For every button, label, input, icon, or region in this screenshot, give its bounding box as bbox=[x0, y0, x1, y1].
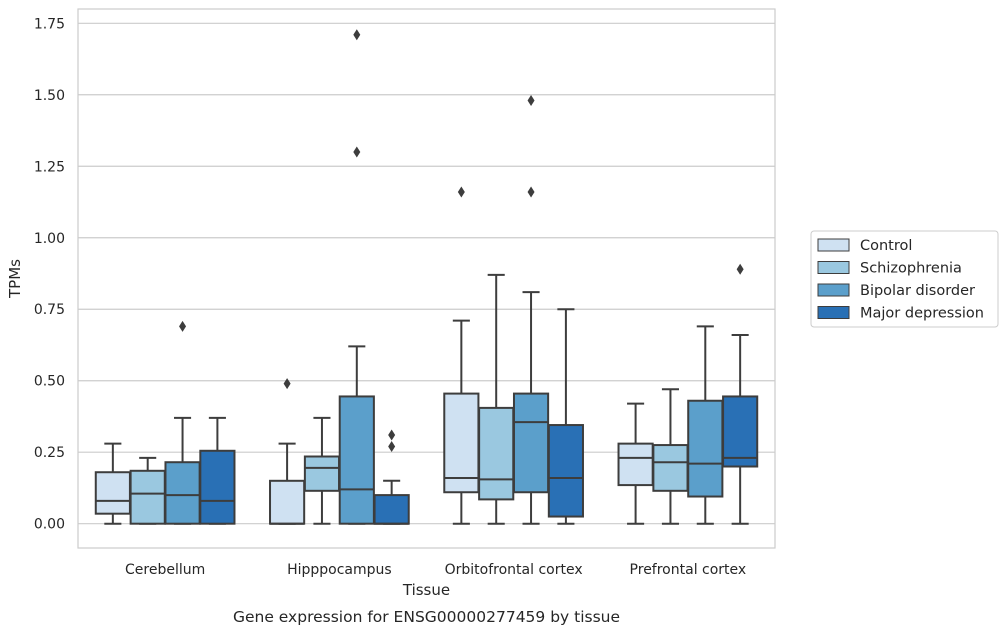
box bbox=[547, 424, 584, 518]
legend-label: Major depression bbox=[860, 306, 984, 322]
series-schizophrenia bbox=[129, 273, 689, 525]
outlier-point bbox=[388, 440, 396, 452]
box bbox=[269, 479, 306, 525]
y-axis-ticks: 0.00 0.25 0.50 0.75 1.00 1.25 1.50 1.75 bbox=[34, 16, 65, 532]
x-tick-label: Prefrontal cortex bbox=[630, 562, 747, 578]
box bbox=[512, 392, 550, 494]
box bbox=[478, 406, 515, 501]
x-tick-label: Orbitofrontal cortex bbox=[445, 562, 583, 578]
x-tick-label: Hipppocampus bbox=[287, 562, 392, 578]
y-tick-label: 1.50 bbox=[34, 88, 65, 104]
box bbox=[652, 444, 689, 492]
series-control bbox=[94, 186, 654, 525]
y-tick-label: 1.75 bbox=[34, 16, 65, 32]
y-tick-label: 0.50 bbox=[34, 374, 65, 390]
legend-swatch bbox=[817, 238, 850, 252]
legend-swatch bbox=[817, 261, 850, 274]
outlier-point bbox=[527, 186, 535, 198]
outlier-point bbox=[388, 429, 396, 441]
box bbox=[129, 469, 166, 525]
legend-frame bbox=[810, 230, 999, 328]
series-bipolar-disorder bbox=[164, 29, 724, 525]
x-tick-label: Cerebellum bbox=[125, 562, 205, 578]
box bbox=[164, 461, 201, 525]
outlier-point bbox=[736, 263, 744, 275]
box bbox=[338, 395, 375, 525]
outlier-point bbox=[353, 146, 361, 158]
plot-frame bbox=[77, 8, 776, 549]
y-tick-label: 0.25 bbox=[34, 445, 65, 461]
legend: Control Schizophrenia Bipolar disorder Majo… bbox=[810, 230, 999, 328]
box bbox=[199, 449, 236, 525]
y-tick-label: 1.25 bbox=[34, 159, 65, 175]
y-tick-label: 0.75 bbox=[34, 302, 65, 318]
box bbox=[617, 442, 654, 487]
box bbox=[94, 471, 131, 515]
grid-lines bbox=[78, 22, 775, 525]
outlier-point bbox=[283, 378, 291, 390]
x-axis-ticks: Cerebellum Hipppocampus Orbitofrontal cort… bbox=[125, 562, 746, 578]
outlier-point bbox=[457, 186, 465, 198]
box bbox=[722, 395, 759, 468]
outlier-point bbox=[353, 29, 361, 41]
legend-label: Control bbox=[860, 238, 912, 254]
chart-caption: Gene expression for ENSG00000277459 by t… bbox=[233, 608, 620, 626]
legend-swatch bbox=[817, 306, 850, 319]
outlier-point bbox=[527, 95, 535, 107]
outlier-point bbox=[179, 320, 187, 332]
box-plot-series bbox=[94, 29, 759, 525]
y-tick-label: 0.00 bbox=[34, 517, 65, 533]
legend-label: Bipolar disorder bbox=[860, 283, 975, 299]
legend-swatch bbox=[817, 283, 850, 297]
box bbox=[373, 494, 410, 525]
y-axis-label: TPMs bbox=[6, 259, 24, 299]
box bbox=[687, 399, 724, 498]
y-tick-label: 1.00 bbox=[34, 231, 65, 247]
x-axis-label: Tissue bbox=[402, 581, 450, 599]
legend-label: Schizophrenia bbox=[860, 261, 962, 277]
series-major-depression bbox=[199, 263, 759, 525]
box bbox=[303, 455, 341, 492]
